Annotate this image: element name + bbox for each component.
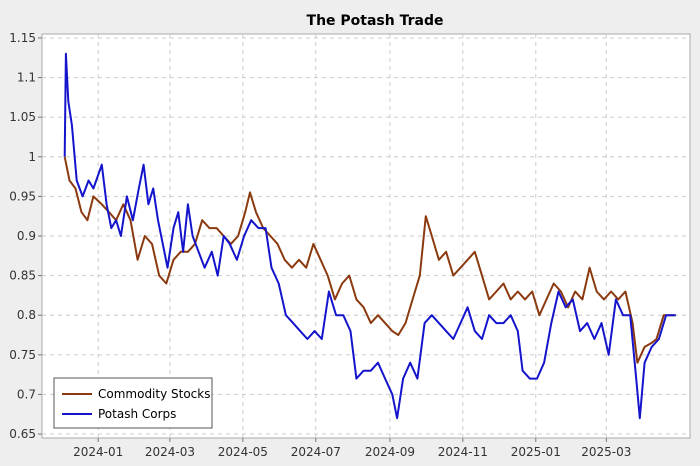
y-tick-label: 1.15 <box>9 31 36 45</box>
y-tick-label: 1.05 <box>9 110 36 124</box>
y-tick-label: 0.8 <box>17 308 36 322</box>
x-tick-label: 2024-09 <box>365 445 415 459</box>
x-tick-label: 2025-03 <box>581 445 631 459</box>
series-lines <box>63 52 676 420</box>
y-tick-label: 0.9 <box>17 229 36 243</box>
x-tick-label: 2024-05 <box>218 445 268 459</box>
x-tick-label: 2024-07 <box>291 445 341 459</box>
y-tick-label: 1 <box>28 150 36 164</box>
chart-title: The Potash Trade <box>307 13 444 29</box>
axis-ticks: 0.65 0.7 0.75 0.8 0.85 0.9 0.95 1 1.05 1.1 1.15 202… <box>9 31 631 459</box>
y-tick-label: 1.1 <box>17 71 36 85</box>
y-tick-label: 0.7 <box>17 387 36 401</box>
x-tick-label: 2025-01 <box>511 445 561 459</box>
series-line-potash-corps <box>63 52 676 420</box>
legend-label-potash-corps: Potash Corps <box>98 407 176 421</box>
x-tick-label: 2024-11 <box>438 445 488 459</box>
x-tick-label: 2024-01 <box>73 445 123 459</box>
legend-label-commodity-stocks: Commodity Stocks <box>98 387 210 401</box>
y-tick-label: 0.95 <box>9 189 36 203</box>
y-tick-label: 0.65 <box>9 427 36 441</box>
x-tick-label: 2024-03 <box>145 445 195 459</box>
legend: Commodity Stocks Potash Corps <box>53 377 213 429</box>
y-tick-label: 0.85 <box>9 269 36 283</box>
legend-box <box>53 377 213 429</box>
y-tick-label: 0.75 <box>9 348 36 362</box>
